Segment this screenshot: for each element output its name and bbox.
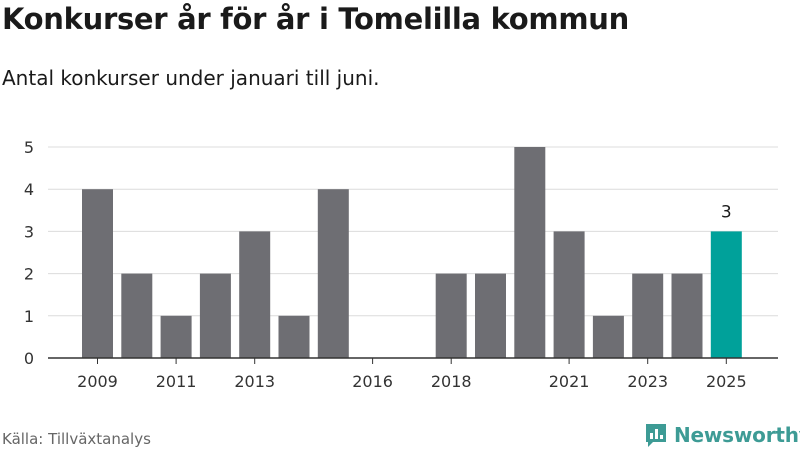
bar <box>317 189 349 358</box>
x-tick-label: 2018 <box>431 372 472 391</box>
bar-chart: 0 1 2 3 4 5 3 2009 2011 2013 2016 2018 2021 2023 2025 <box>24 138 778 391</box>
y-tick-label: 5 <box>24 138 34 157</box>
bar <box>160 315 192 358</box>
source-note: Källa: Tillväxtanalys <box>2 430 151 448</box>
x-tick-label: 2025 <box>706 372 747 391</box>
x-tick-label: 2021 <box>549 372 590 391</box>
x-tick-label: 2023 <box>627 372 668 391</box>
bar-chart-logo-icon <box>646 424 666 447</box>
x-tick-label: 2011 <box>156 372 197 391</box>
bar <box>632 273 664 358</box>
bar <box>553 231 585 358</box>
bar <box>199 273 231 358</box>
chart-subtitle: Antal konkurser under januari till juni. <box>2 66 380 90</box>
chart-title: Konkurser år för år i Tomelilla kommun <box>2 2 629 36</box>
data-label: 3 <box>721 202 732 222</box>
bar <box>239 231 271 358</box>
x-tick-label: 2009 <box>77 372 118 391</box>
y-tick-label: 2 <box>24 265 34 284</box>
bar <box>592 315 624 358</box>
y-tick-label: 1 <box>24 307 34 326</box>
x-tick-label: 2013 <box>234 372 275 391</box>
y-tick-label: 4 <box>24 180 34 199</box>
brand-logo: Newsworthy <box>644 420 800 450</box>
bar <box>121 273 153 358</box>
x-tick-label: 2016 <box>352 372 393 391</box>
brand-name: Newsworthy <box>674 423 800 447</box>
bar <box>671 273 703 358</box>
bar <box>278 315 310 358</box>
bar <box>475 273 506 358</box>
bar <box>82 189 113 358</box>
bar-highlight <box>710 231 742 358</box>
y-tick-label: 3 <box>24 222 34 241</box>
y-tick-label: 0 <box>24 349 34 368</box>
bar <box>514 147 546 358</box>
bar <box>435 273 467 358</box>
